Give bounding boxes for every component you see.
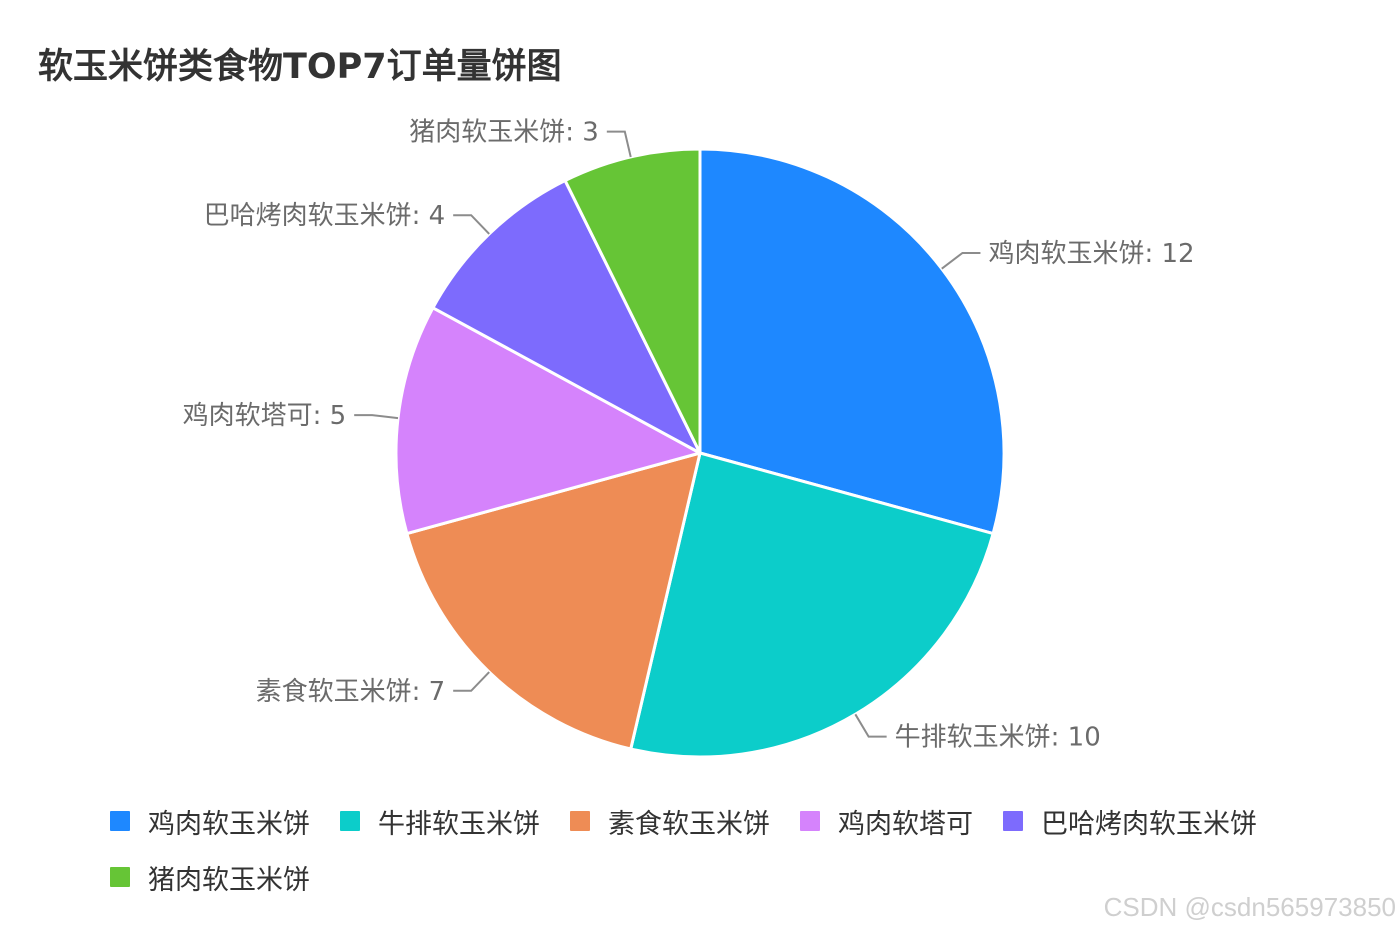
leader-line (606, 130, 632, 158)
legend-item-pork-tortilla[interactable]: 猪肉软玉米饼 (110, 858, 310, 897)
legend-swatch-icon (800, 811, 820, 831)
slice-labels: 鸡肉软玉米饼: 12 牛排软玉米饼: 10 素食软玉米饼: 7 鸡肉软塔可: 5 巴哈烤… (183, 118, 1195, 753)
legend-label: 猪肉软玉米饼 (148, 864, 310, 896)
legend-item-veggie-tortilla[interactable]: 素食软玉米饼 (570, 802, 770, 841)
legend-label: 鸡肉软塔可 (838, 808, 973, 840)
slice-label: 素食软玉米饼: 7 (256, 677, 446, 707)
slice-label: 鸡肉软塔可: 5 (183, 401, 347, 431)
slice-barbacoa-tortilla[interactable] (431, 179, 702, 455)
legend-row-2: 猪肉软玉米饼 (110, 856, 1360, 898)
legend-swatch-icon (570, 811, 590, 831)
slice-label: 猪肉软玉米饼: 3 (409, 118, 599, 148)
slice-chicken-tortilla[interactable] (698, 147, 1006, 536)
legend-row-1: 鸡肉软玉米饼 牛排软玉米饼 素食软玉米饼 鸡肉软塔可 巴哈烤肉软玉米饼 (110, 800, 1360, 842)
legend-swatch-icon (110, 811, 130, 831)
label-leader-lines (354, 130, 981, 738)
legend-item-chicken-tortilla[interactable]: 鸡肉软玉米饼 (110, 802, 310, 841)
legend-swatch-icon (1003, 811, 1023, 831)
leader-line (941, 251, 981, 270)
legend-label: 素食软玉米饼 (608, 808, 770, 840)
legend-label: 巴哈烤肉软玉米饼 (1041, 808, 1257, 840)
slice-veggie-tortilla[interactable] (405, 451, 702, 751)
pie-slices (394, 147, 1006, 759)
slice-label: 牛排软玉米饼: 10 (895, 723, 1101, 753)
slice-label: 巴哈烤肉软玉米饼: 4 (204, 201, 446, 231)
slice-chicken-taco[interactable] (394, 306, 702, 536)
legend-label: 鸡肉软玉米饼 (148, 808, 310, 840)
leader-line (453, 214, 490, 235)
legend: 鸡肉软玉米饼 牛排软玉米饼 素食软玉米饼 鸡肉软塔可 巴哈烤肉软玉米饼 猪肉软玉… (110, 800, 1360, 912)
slice-steak-tortilla[interactable] (629, 451, 995, 759)
legend-swatch-icon (110, 867, 130, 887)
leader-line (354, 414, 399, 420)
legend-item-steak-tortilla[interactable]: 牛排软玉米饼 (340, 802, 540, 841)
leader-line (854, 713, 887, 738)
leader-line (453, 671, 490, 692)
chart-title: 软玉米饼类食物TOP7订单量饼图 (38, 47, 562, 87)
watermark: CSDN @csdn565973850 (1103, 892, 1396, 922)
legend-swatch-icon (340, 811, 360, 831)
legend-item-barbacoa-tortilla[interactable]: 巴哈烤肉软玉米饼 (1003, 802, 1257, 841)
slice-label: 鸡肉软玉米饼: 12 (988, 239, 1194, 269)
slice-pork-tortilla[interactable] (563, 147, 702, 455)
legend-item-chicken-taco[interactable]: 鸡肉软塔可 (800, 802, 973, 841)
legend-label: 牛排软玉米饼 (378, 808, 540, 840)
